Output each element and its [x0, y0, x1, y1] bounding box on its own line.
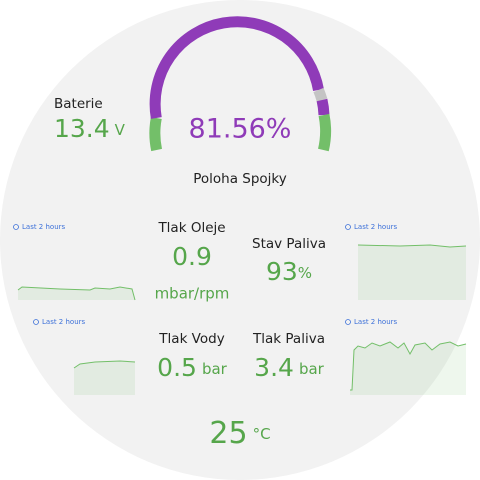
battery-value: 13.4 — [54, 114, 110, 143]
stat: 0.5 bar — [157, 353, 227, 382]
sparkline-panel: Last 2 hours — [13, 223, 136, 301]
stat-unit: bar — [202, 360, 228, 378]
clock-icon — [13, 224, 19, 230]
sparkline-area — [18, 287, 135, 300]
temperature-stat: 25 °C — [209, 416, 270, 451]
temperature-value: 25 — [209, 416, 247, 451]
sparkline — [357, 244, 467, 248]
stat-unit: bar — [299, 360, 325, 378]
sparkline-panel: Last 2 hours — [345, 318, 467, 395]
sparkline-panel: Last 2 hours — [33, 318, 136, 395]
stat-label: Tlak Oleje — [157, 220, 225, 236]
stat-label: Tlak Paliva — [252, 331, 325, 347]
stat: 3.4 bar — [254, 353, 324, 382]
battery-label: Baterie — [54, 96, 103, 112]
stat: 93% — [266, 257, 312, 286]
sparkline-area — [358, 245, 466, 300]
sparkline — [73, 360, 136, 369]
time-range: Last 2 hours — [22, 223, 66, 231]
time-range: Last 2 hours — [354, 223, 398, 231]
sparkline — [350, 341, 467, 391]
stat-value: 0.5 — [157, 353, 197, 382]
gauge-fill — [316, 98, 330, 116]
clock-icon — [345, 224, 351, 230]
gauge-threshold — [149, 116, 163, 152]
stat-unit: % — [298, 264, 312, 282]
battery-stat: 13.4 V — [54, 114, 126, 143]
temperature-unit: °C — [253, 425, 271, 443]
sparkline-area — [74, 361, 135, 395]
stat-value: 0.9 — [172, 242, 212, 271]
battery-unit: V — [115, 121, 126, 139]
sparkline — [17, 286, 136, 301]
stat-value: 3.4 — [254, 353, 294, 382]
sparkline-area — [350, 342, 466, 395]
stat-label: Stav Paliva — [252, 236, 326, 252]
gauge-rest — [313, 87, 328, 102]
gauge-value: 81.56% — [189, 114, 292, 145]
gauge-threshold — [318, 113, 332, 152]
clock-icon — [33, 319, 39, 325]
clock-icon — [345, 319, 351, 325]
time-range: Last 2 hours — [42, 318, 86, 326]
stat-unit: mbar/rpm — [155, 285, 230, 303]
time-range: Last 2 hours — [354, 318, 398, 326]
stat-label: Tlak Vody — [158, 331, 224, 347]
gauge-fill — [149, 16, 324, 119]
sparkline-panel: Last 2 hours — [345, 223, 467, 300]
gauge — [149, 16, 332, 152]
stat-value: 93 — [266, 257, 298, 286]
gauge-label: Poloha Spojky — [193, 171, 287, 187]
